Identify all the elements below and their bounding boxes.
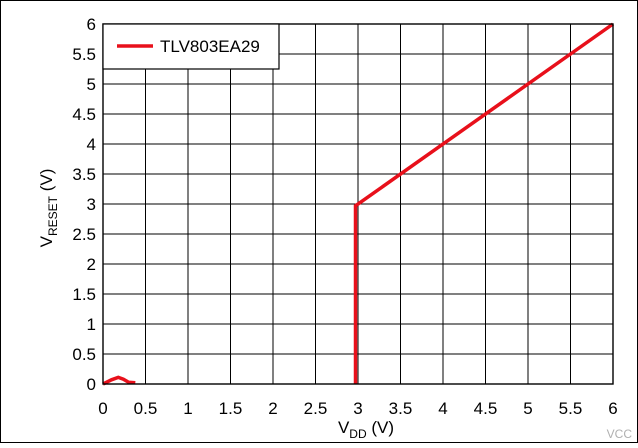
y-tick-label: 6 [87, 15, 96, 34]
x-tick-label: 4 [438, 399, 447, 418]
watermark: VCC [607, 427, 633, 441]
y-tick-label: 5 [87, 75, 96, 94]
x-tick-label: 4.5 [474, 399, 498, 418]
y-tick-label: 5.5 [72, 45, 96, 64]
y-tick-label: 1 [87, 315, 96, 334]
x-tick-label: 1 [183, 399, 192, 418]
x-axis-label: VDD (V) [338, 418, 394, 441]
y-tick-label: 3.5 [72, 165, 96, 184]
y-tick-label: 0.5 [72, 345, 96, 364]
x-tick-label: 5.5 [559, 399, 583, 418]
y-tick-label: 4 [87, 135, 96, 154]
x-tick-labels: 0 0.5 1 1.5 2 2.5 3 3.5 4 4.5 5 5.5 6 [98, 399, 617, 418]
y-tick-label: 4.5 [72, 105, 96, 124]
legend: TLV803EA29 [102, 23, 280, 70]
legend-label: TLV803EA29 [160, 37, 260, 56]
x-tick-label: 0 [98, 399, 107, 418]
x-tick-label: 3.5 [389, 399, 413, 418]
y-tick-label: 0 [87, 375, 96, 394]
y-axis-label: VRESET (V) [37, 169, 60, 248]
series-layer [102, 22, 615, 386]
y-tick-label: 1.5 [72, 285, 96, 304]
x-tick-label: 2 [268, 399, 277, 418]
x-tick-label: 2.5 [304, 399, 328, 418]
x-tick-label: 5 [523, 399, 532, 418]
x-tick-label: 3 [353, 399, 362, 418]
x-tick-label: 0.5 [134, 399, 158, 418]
grid [103, 24, 613, 384]
y-tick-label: 3 [87, 195, 96, 214]
y-tick-label: 2.5 [72, 225, 96, 244]
series-line-tlv803ea29 [102, 22, 615, 386]
y-tick-label: 2 [87, 255, 96, 274]
x-tick-label: 1.5 [219, 399, 243, 418]
x-tick-label: 6 [608, 399, 617, 418]
y-tick-labels: 0 0.5 1 1.5 2 2.5 3 3.5 4 4.5 5 5.5 6 [72, 15, 96, 394]
plot-area-border [102, 23, 614, 385]
